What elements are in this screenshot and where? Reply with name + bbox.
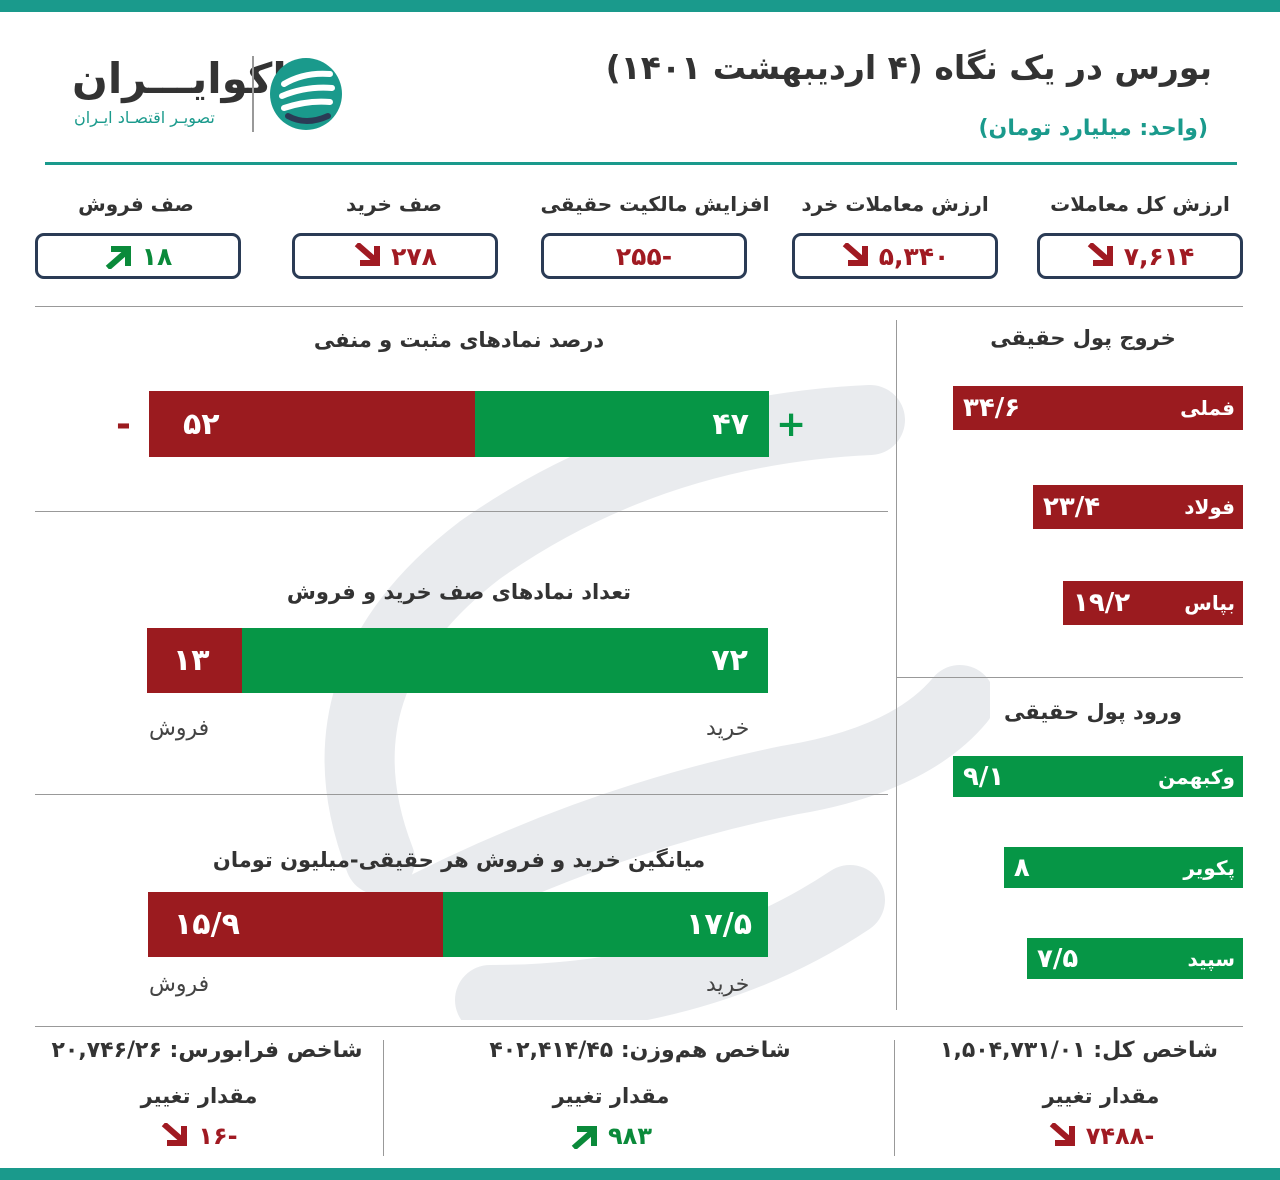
- index-total-change-value: -۷۴۸۸: [1085, 1122, 1155, 1150]
- arrow-down-icon: [162, 1123, 188, 1146]
- avg-sell-segment: ۱۵/۹: [148, 892, 444, 957]
- unit-subtitle: (واحد: میلیارد تومان): [978, 116, 1209, 141]
- index-equal-weight-change-label: مقدار تغییر: [552, 1084, 670, 1108]
- arrow-up-icon: [571, 1126, 598, 1149]
- brand-mark-icon: [270, 58, 342, 130]
- outflow-item: فملی ۳۴/۶: [953, 386, 1243, 430]
- buy-label: خرید: [706, 716, 750, 741]
- stat-box-retail-value: ۵,۳۴۰: [792, 233, 998, 279]
- stat-box-sell-queue: ۱۸: [35, 233, 241, 279]
- index-equal-weight-change: ۹۸۳: [466, 1122, 756, 1150]
- logo-separator: [252, 56, 254, 132]
- index-ifb-change-value: -۱۶: [198, 1122, 238, 1150]
- index-ifb-title: شاخص فرابورس: ۲۰,۷۴۶/۲۶: [51, 1038, 363, 1063]
- inflow-item-value: ۸: [1013, 852, 1030, 883]
- index-equal-weight-title: شاخص هم‌وزن: ۴۰۲,۴۱۴/۴۵: [489, 1038, 791, 1063]
- buy-queue-segment: ۷۲: [241, 628, 768, 693]
- stat-box-total-value: ۷,۶۱۴: [1037, 233, 1243, 279]
- index-ifb-change: -۱۶: [54, 1122, 344, 1150]
- minus-sign: -: [116, 404, 131, 445]
- sell-queue-value: ۱۳: [173, 643, 210, 678]
- inflow-item: پکویر ۸: [1003, 847, 1243, 888]
- queue-count-title: تعداد نمادهای صف خرید و فروش: [286, 580, 632, 604]
- inflow-item-name: وکبهمن: [1158, 764, 1235, 789]
- top-accent-bar: [0, 0, 1280, 12]
- flow-divider: [896, 677, 1243, 678]
- index-ifb-change-label: مقدار تغییر: [140, 1084, 258, 1108]
- arrow-down-icon: [1087, 243, 1113, 266]
- inflow-item: وکبهمن ۹/۱: [953, 756, 1243, 797]
- stat-value-total-value: ۷,۶۱۴: [1123, 241, 1195, 271]
- index-equal-weight-change-value: ۹۸۳: [608, 1122, 652, 1150]
- stat-box-buy-queue: ۲۷۸: [292, 233, 498, 279]
- outflow-item-name: بپاس: [1184, 591, 1235, 615]
- stat-label-retail-value: ارزش معاملات خرد: [801, 192, 989, 216]
- avg-buy-label: خرید: [706, 972, 750, 997]
- outflow-item-value: ۳۴/۶: [963, 393, 1021, 423]
- logo-name: اکوایـــران: [72, 54, 287, 103]
- header-divider: [45, 162, 1237, 165]
- stats-divider: [35, 306, 1243, 307]
- column-divider: [896, 320, 897, 1010]
- avg-buy-segment: ۱۷/۵: [443, 892, 768, 957]
- arrow-down-icon: [842, 243, 868, 266]
- positive-segment: ۴۷: [474, 391, 769, 457]
- stat-label-sell-queue: صف فروش: [78, 192, 194, 216]
- stat-label-total-value: ارزش کل معاملات: [1050, 192, 1230, 216]
- sell-queue-segment: ۱۳: [147, 628, 242, 693]
- outflow-title: خروج پول حقیقی: [990, 326, 1176, 350]
- index-total-change: -۷۴۸۸: [956, 1122, 1246, 1150]
- index-total-change-label: مقدار تغییر: [1042, 1084, 1160, 1108]
- plus-sign: +: [776, 404, 807, 445]
- inflow-item-value: ۹/۱: [963, 761, 1005, 792]
- outflow-item-name: فملی: [1180, 396, 1235, 420]
- inflow-item-name: پکویر: [1183, 855, 1235, 880]
- outflow-item-value: ۲۳/۴: [1043, 492, 1101, 522]
- section-divider-2: [35, 794, 888, 795]
- outflow-item-name: فولاد: [1184, 495, 1235, 519]
- avg-trade-bar: ۱۵/۹ ۱۷/۵: [148, 892, 768, 957]
- sell-label: فروش: [149, 716, 210, 741]
- avg-trade-title: میانگین خرید و فروش هر حقیقی-میلیون توما…: [212, 848, 706, 872]
- index-divider-2: [894, 1040, 895, 1156]
- page-title: بورس در یک نگاه (۴ اردیبهشت ۱۴۰۱): [605, 48, 1212, 87]
- buy-queue-value: ۷۲: [711, 643, 748, 678]
- stat-value-buy-queue: ۲۷۸: [391, 241, 437, 271]
- stat-label-individual-ownership: افزایش مالکیت حقیقی: [540, 192, 770, 216]
- negative-segment: ۵۲: [149, 391, 475, 457]
- arrow-down-icon: [354, 243, 381, 266]
- index-divider-1: [383, 1040, 384, 1156]
- negative-value: ۵۲: [183, 406, 220, 442]
- queue-count-bar: ۱۳ ۷۲: [147, 628, 768, 693]
- outflow-item: بپاس ۱۹/۲: [1063, 581, 1243, 625]
- stat-label-buy-queue: صف خرید: [345, 192, 443, 216]
- positive-value: ۴۷: [712, 406, 749, 442]
- inflow-item-value: ۷/۵: [1037, 943, 1079, 974]
- inflow-item: سپید ۷/۵: [1027, 938, 1243, 979]
- bottom-accent-bar: [0, 1168, 1280, 1180]
- outflow-item: فولاد ۲۳/۴: [1033, 485, 1243, 529]
- stat-value-individual-ownership: -۲۵۵: [615, 241, 673, 271]
- symbols-pct-title: درصد نمادهای مثبت و منفی: [313, 328, 605, 352]
- inflow-item-name: سپید: [1187, 946, 1235, 971]
- outflow-item-value: ۱۹/۲: [1073, 588, 1131, 618]
- inflow-title: ورود پول حقیقی: [1003, 700, 1183, 724]
- symbols-pct-bar: ۵۲ ۴۷: [149, 391, 769, 457]
- stat-box-individual-ownership: -۲۵۵: [541, 233, 747, 279]
- index-total-title: شاخص کل: ۱,۵۰۴,۷۳۱/۰۱: [940, 1038, 1218, 1063]
- arrow-down-icon: [1049, 1123, 1075, 1146]
- section-divider-1: [35, 511, 888, 512]
- arrow-up-icon: [105, 246, 131, 269]
- avg-buy-value: ۱۷/۵: [686, 907, 752, 942]
- indices-divider: [35, 1026, 1243, 1027]
- stat-value-retail-value: ۵,۳۴۰: [878, 241, 950, 271]
- logo-tagline: تصویـر اقتصـاد ایـران: [74, 108, 215, 127]
- avg-sell-label: فروش: [149, 972, 210, 997]
- avg-sell-value: ۱۵/۹: [174, 907, 240, 942]
- stat-value-sell-queue: ۱۸: [141, 241, 173, 271]
